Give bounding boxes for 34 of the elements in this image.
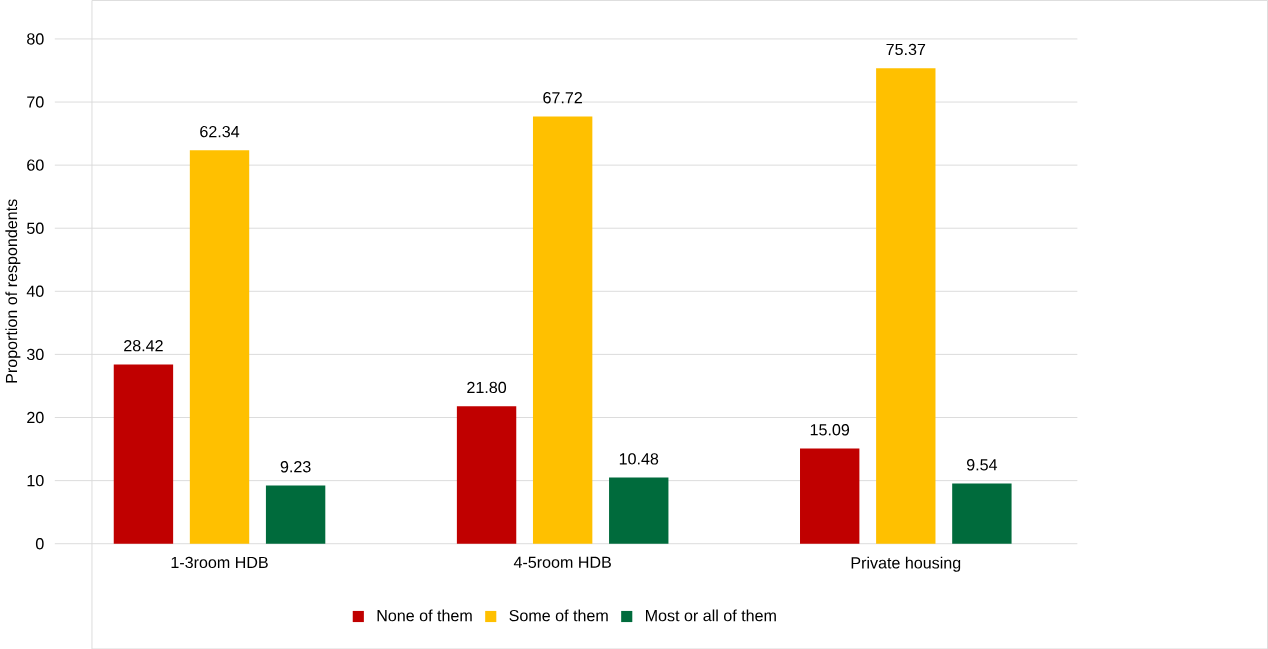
legend-label: None of them [377,609,472,622]
y-tick-label: 50 [27,222,44,234]
x-tick-label: 4-5room HDB [513,556,611,568]
data-label: 28.42 [124,339,163,352]
data-label: 15.09 [810,423,850,436]
legend-label: Most or all of them [645,609,776,622]
x-tick-label: 1-3room HDB [171,556,268,568]
data-label: 10.48 [619,452,659,465]
y-tick-label: 70 [27,96,44,108]
bar [265,485,326,544]
y-tick-label: 60 [27,159,44,171]
data-label: 67.72 [543,91,582,104]
bar [532,116,593,544]
y-tick-label: 20 [27,411,44,423]
bar [800,448,860,544]
bar [113,364,174,544]
bar [876,67,936,544]
data-label: 21.80 [467,381,507,393]
y-tick-label: 40 [26,285,44,297]
data-label: 62.34 [200,125,240,138]
y-axis-title: Proportion of respondents [5,199,21,383]
legend-label: Some of them [509,609,608,622]
bar [952,483,1012,544]
x-tick-label: Private housing [851,556,961,572]
y-tick-label: 30 [27,348,44,360]
bar [609,477,669,544]
data-label: 75.37 [886,43,926,55]
y-tick-label: 10 [27,474,44,487]
y-tick-label: 0 [35,537,44,550]
y-tick-label: 80 [27,33,44,45]
bar [456,405,517,544]
data-label: 9.54 [966,458,998,471]
bar [189,150,250,544]
data-label: 9.23 [280,460,311,473]
